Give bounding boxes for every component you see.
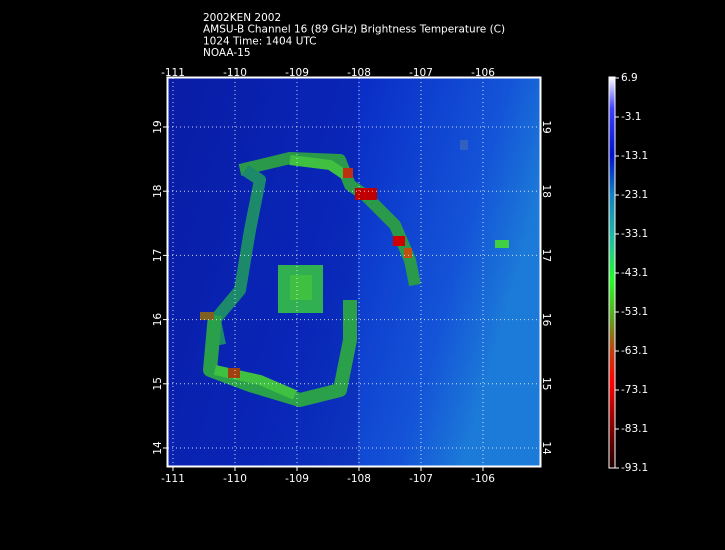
lat-tick-label: 14	[540, 441, 552, 455]
lon-tick-label: -111	[161, 67, 185, 79]
lat-tick-label: 15	[152, 377, 164, 390]
colorbar-label: -43.1	[621, 267, 648, 279]
lon-tick-label: -106	[471, 67, 495, 79]
colorbar-label: -23.1	[621, 189, 648, 201]
lat-tick-label: 16	[540, 313, 552, 327]
map-frame	[166, 76, 542, 468]
title-line: 1024 Time: 1404 UTC	[203, 35, 317, 47]
lat-tick-label: 16	[152, 313, 164, 327]
lat-tick-label: 17	[540, 249, 552, 262]
colorbar-label: -83.1	[621, 423, 648, 435]
lat-tick-label: 18	[540, 185, 552, 198]
lat-tick-label: 18	[152, 185, 164, 198]
title-line: 2002KEN 2002	[203, 12, 281, 24]
lon-tick-label: -110	[223, 473, 247, 485]
lat-tick-label: 19	[152, 120, 164, 133]
lat-tick-label: 19	[540, 120, 552, 133]
title-line: NOAA-15	[203, 47, 251, 59]
colorbar-label: -63.1	[621, 345, 648, 357]
colorbar-label: -13.1	[621, 150, 648, 162]
grid	[168, 78, 540, 466]
lon-tick-label: -108	[347, 67, 371, 79]
colorbar-label: -3.1	[621, 111, 642, 123]
colorbar	[608, 76, 616, 469]
lon-tick-label: -107	[409, 67, 433, 79]
lat-tick-label: 15	[540, 377, 552, 390]
lon-tick-label: -109	[285, 67, 309, 79]
colorbar-label: -33.1	[621, 228, 648, 240]
lon-tick-label: -111	[161, 473, 185, 485]
lon-tick-label: -110	[223, 67, 247, 79]
imagery	[168, 78, 540, 466]
title-line: AMSU-B Channel 16 (89 GHz) Brightness Te…	[203, 24, 505, 36]
colorbar-label: 6.9	[621, 72, 638, 84]
lat-tick-label: 14	[152, 441, 164, 455]
lon-tick-label: -106	[471, 473, 495, 485]
lon-tick-label: -109	[285, 473, 309, 485]
colorbar-label: -93.1	[621, 462, 648, 474]
lon-tick-label: -108	[347, 473, 371, 485]
lon-tick-label: -107	[409, 473, 433, 485]
lat-tick-label: 17	[152, 249, 164, 262]
colorbar-label: -73.1	[621, 384, 648, 396]
colorbar-label: -53.1	[621, 306, 648, 318]
